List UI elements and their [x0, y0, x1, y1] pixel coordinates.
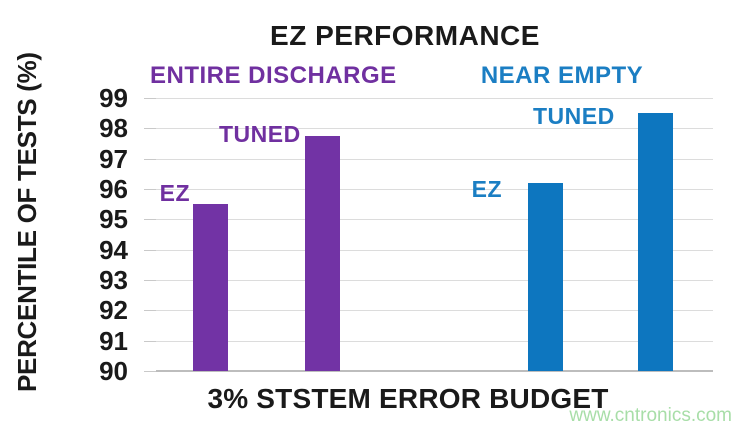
gridline [156, 340, 713, 342]
bar-entire-discharge-ez [193, 204, 228, 371]
y-tick-mark [144, 98, 156, 99]
watermark: www.cntronics.com [569, 405, 732, 426]
y-tick-mark [144, 128, 156, 130]
y-axis-title: PERCENTILE OF TESTS (%) [12, 52, 42, 392]
y-tick-mark [144, 310, 156, 312]
y-tick-label: 98 [99, 113, 128, 144]
bar-entire-discharge-tuned [305, 135, 340, 371]
y-tick-label: 96 [99, 174, 128, 204]
gridline [156, 189, 713, 190]
y-tick-mark [144, 189, 156, 190]
x-axis-line [156, 370, 713, 372]
x-axis-title: 3% STSTEM ERROR BUDGET [207, 383, 609, 414]
chart-title: EZ PERFORMANCE [270, 20, 540, 51]
y-tick-mark [144, 219, 156, 221]
bar-label-near-ez: EZ [471, 176, 502, 202]
gridline [156, 158, 713, 160]
gridline [156, 128, 713, 130]
gridline [156, 249, 713, 251]
y-tick-label: 95 [99, 204, 128, 235]
gridline [156, 98, 713, 99]
y-tick-label: 94 [99, 234, 128, 265]
y-tick-mark [144, 158, 156, 160]
y-tick-label: 92 [99, 295, 128, 326]
y-tick-label: 91 [99, 325, 128, 356]
y-tick-mark [144, 249, 156, 251]
y-tick-label: 97 [99, 143, 128, 174]
group-header-near-empty: NEAR EMPTY [480, 62, 644, 89]
gridline [156, 219, 713, 221]
gridline [156, 280, 713, 281]
bar-near-empty-ez [528, 182, 563, 371]
y-tick-mark [144, 280, 156, 281]
bar-label-near-tuned: TUNED [533, 103, 615, 129]
bar-label-entire-tuned: TUNED [219, 121, 301, 147]
y-tick-label: 93 [99, 265, 128, 295]
y-tick-mark [144, 371, 156, 372]
y-tick-label: 99 [99, 83, 128, 113]
bar-label-entire-ez: EZ [159, 180, 190, 206]
y-tick-mark [144, 340, 156, 342]
gridline [156, 310, 713, 312]
group-header-entire-discharge: ENTIRE DISCHARGE [150, 62, 397, 89]
bar-near-empty-tuned [638, 113, 673, 371]
y-tick-label: 90 [99, 356, 128, 386]
